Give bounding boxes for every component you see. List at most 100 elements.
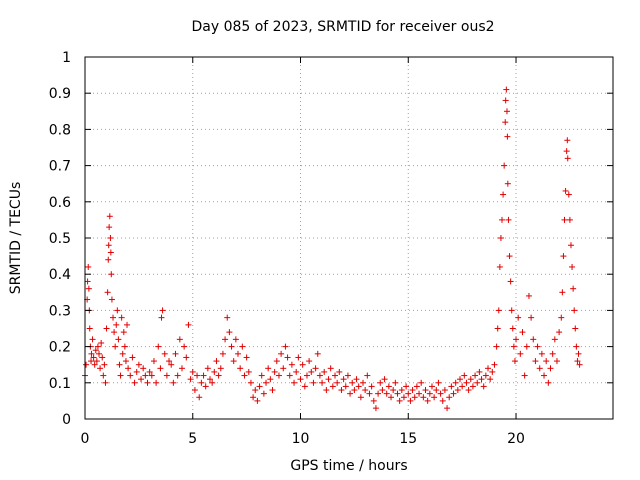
data-point [106, 224, 113, 231]
data-point [508, 307, 515, 314]
data-point [286, 372, 293, 379]
data-point [478, 376, 485, 383]
data-point [133, 368, 140, 375]
data-point [103, 325, 110, 332]
data-point [392, 379, 399, 386]
data-point [375, 390, 382, 397]
data-point [507, 278, 514, 285]
data-point [222, 336, 229, 343]
data-point [400, 394, 407, 401]
y-tick-label: 0.3 [49, 303, 71, 319]
data-point [245, 368, 252, 375]
x-axis-label: GPS time / hours [290, 458, 407, 474]
data-point [96, 350, 103, 357]
chart-title: Day 085 of 2023, SRMTID for receiver ous… [191, 19, 494, 35]
data-point [454, 387, 461, 394]
data-point [113, 321, 120, 328]
data-point [545, 379, 552, 386]
data-point [111, 329, 118, 336]
data-point [108, 296, 115, 303]
data-point [150, 358, 157, 365]
data-point [413, 383, 420, 390]
data-point [496, 263, 503, 270]
data-point [497, 235, 504, 241]
data-point [493, 343, 500, 350]
x-tick-label: 15 [399, 431, 417, 447]
y-tick-label: 0.6 [49, 195, 71, 211]
data-point [209, 379, 216, 386]
data-point [370, 397, 377, 404]
data-point [297, 376, 304, 383]
data-point [573, 343, 580, 350]
data-point [157, 365, 164, 372]
data-point [174, 372, 181, 379]
data-point [105, 256, 112, 263]
data-point [98, 339, 105, 346]
data-point [523, 343, 530, 350]
data-point [536, 365, 543, 372]
data-point [541, 372, 548, 379]
data-point [433, 387, 440, 394]
data-point [303, 372, 310, 379]
data-point [325, 376, 332, 383]
y-tick-label: 1 [62, 50, 71, 66]
x-tick-label: 0 [81, 431, 90, 447]
data-point [254, 397, 261, 404]
data-point [102, 379, 109, 386]
data-point [420, 394, 427, 401]
data-point [467, 376, 474, 383]
data-point [252, 387, 259, 394]
data-point [459, 383, 466, 390]
data-point [284, 354, 291, 361]
data-point [121, 343, 128, 350]
data-point [189, 368, 196, 375]
data-point [491, 361, 498, 368]
data-point [528, 314, 535, 321]
data-point [217, 365, 224, 372]
data-point [469, 383, 476, 390]
data-point [435, 379, 442, 386]
data-point [576, 361, 583, 368]
data-point [331, 372, 338, 379]
data-point [241, 372, 248, 379]
data-point [278, 350, 285, 357]
data-point [390, 387, 397, 394]
data-point [485, 365, 492, 372]
data-point [247, 379, 254, 386]
data-point [232, 336, 239, 343]
data-point [105, 242, 112, 249]
data-point [344, 372, 351, 379]
data-point [405, 390, 412, 397]
data-point [450, 390, 457, 397]
y-axis-label: SRMTID / TECUs [8, 182, 24, 295]
data-point [558, 314, 565, 321]
data-point [299, 361, 306, 368]
data-point [99, 354, 106, 361]
data-point [327, 365, 334, 372]
data-point [211, 368, 218, 375]
data-point [194, 372, 201, 379]
data-point [480, 383, 487, 390]
data-point [191, 387, 198, 394]
data-point [176, 336, 183, 343]
data-point [355, 383, 362, 390]
data-point [495, 307, 502, 314]
data-point [316, 372, 323, 379]
data-point [424, 397, 431, 404]
data-point [267, 376, 274, 383]
data-point [534, 343, 541, 350]
axis-ticks: 00.10.20.30.40.50.60.70.80.910 5 10 15 20 [49, 50, 613, 447]
data-point [474, 379, 481, 386]
data-point [319, 379, 326, 386]
data-point [127, 372, 134, 379]
data-point [428, 383, 435, 390]
data-point [269, 387, 276, 394]
data-point [381, 376, 388, 383]
data-point [125, 365, 132, 372]
data-point [463, 379, 470, 386]
data-point [441, 387, 448, 394]
data-point [494, 325, 501, 332]
data-point [353, 376, 360, 383]
data-point [564, 155, 571, 162]
